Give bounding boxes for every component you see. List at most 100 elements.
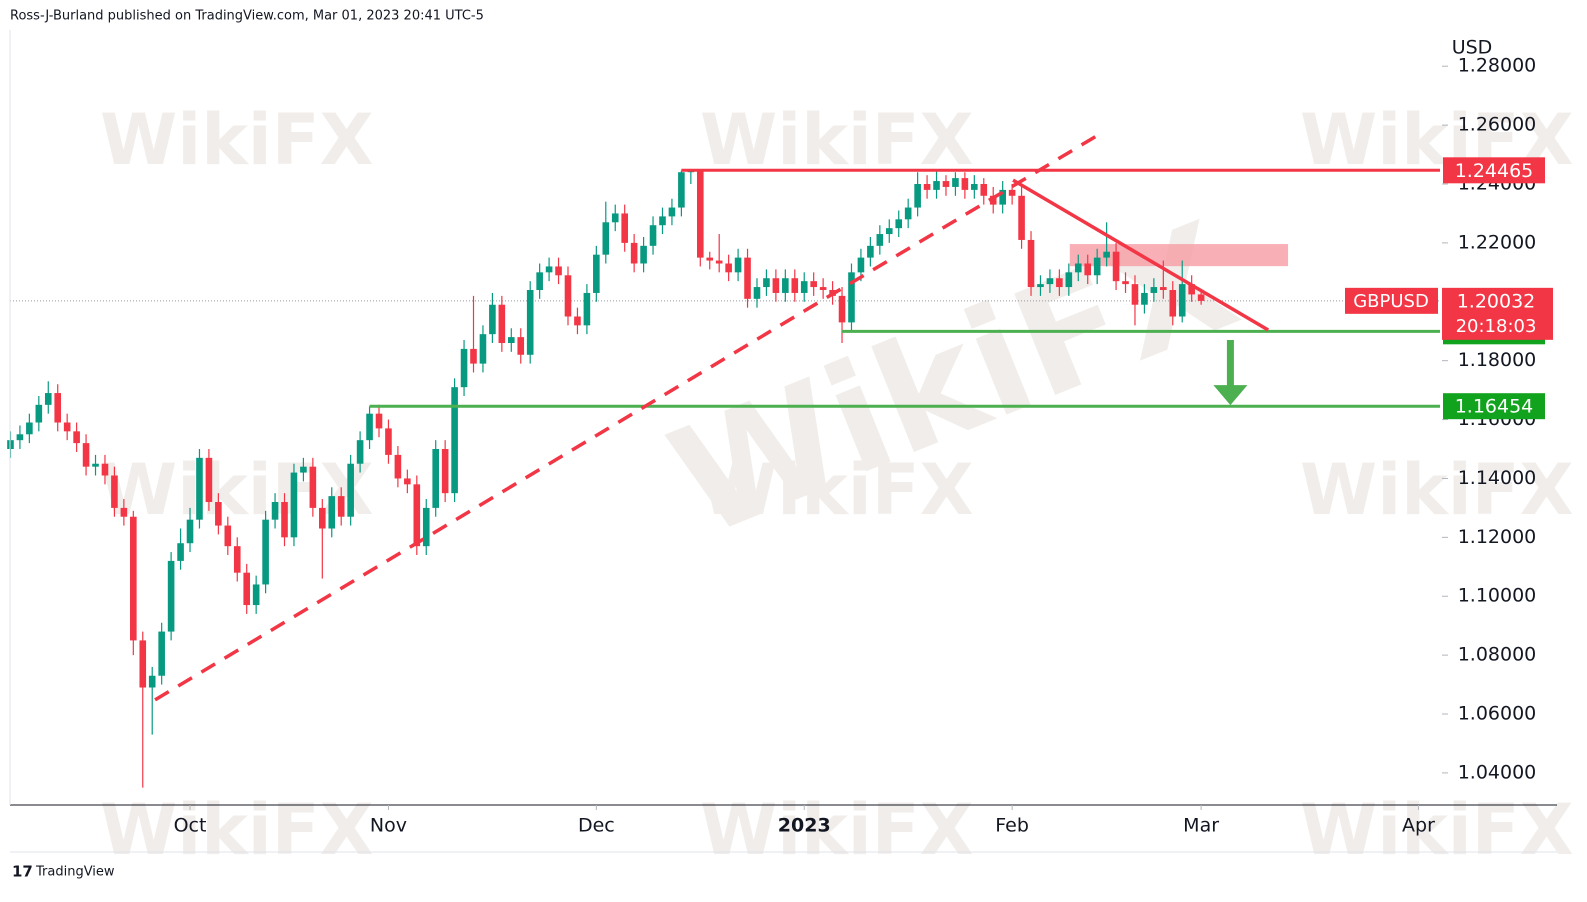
candle-body [385, 428, 392, 455]
candle-body [252, 584, 260, 606]
x-tick-label: Mar [1183, 815, 1219, 837]
candle-body [233, 546, 241, 573]
candle-body [1197, 294, 1205, 301]
logo-mark: 17 [12, 863, 33, 881]
candle-body [1027, 239, 1035, 288]
y-tick-label: 1.18000 [1458, 349, 1537, 371]
candle-body [876, 234, 884, 246]
candle-body [337, 496, 345, 517]
candle-body [971, 183, 978, 190]
candle-body [857, 257, 865, 273]
candle-body [281, 502, 288, 538]
candle-body [271, 502, 279, 520]
candle-body [1037, 284, 1044, 288]
candle-body [460, 348, 468, 388]
publisher-header: Ross-J-Burland published on TradingView.… [10, 9, 484, 24]
candle-body [92, 463, 99, 467]
candle-body [583, 292, 591, 326]
candle-body [1122, 281, 1129, 285]
candle-body [772, 278, 780, 293]
candle-body [1093, 257, 1101, 276]
candle-body [413, 484, 421, 547]
y-tick-label: 1.28000 [1458, 55, 1537, 77]
candle-body [545, 266, 553, 273]
level-label-box [1443, 393, 1545, 420]
candle-body [630, 242, 638, 264]
candle-body [914, 183, 921, 208]
candle-body [942, 181, 950, 187]
candle-body [262, 519, 269, 585]
candle-body [574, 316, 581, 326]
candle-body [375, 413, 383, 429]
candle-body [838, 295, 846, 323]
candle-body [593, 254, 600, 293]
candle-body [989, 195, 997, 205]
candle-body [1112, 251, 1120, 282]
candle-body [725, 263, 732, 273]
candle-body [243, 572, 251, 606]
x-tick-label: Feb [995, 815, 1029, 837]
candle-body [148, 675, 156, 688]
candle-body [744, 257, 751, 299]
candle-body [328, 496, 336, 529]
candle-body [167, 560, 175, 632]
x-tick-label: Nov [370, 815, 407, 837]
candle-body [782, 278, 789, 293]
y-tick-label: 1.12000 [1458, 526, 1537, 548]
candle-body [404, 478, 411, 485]
y-tick-label: 1.14000 [1458, 467, 1537, 489]
x-tick-label: Dec [578, 815, 615, 837]
candle-body [564, 275, 572, 317]
candle-body [961, 178, 969, 190]
candle-body [1056, 278, 1063, 288]
candle-body [715, 260, 723, 264]
candle-body [16, 434, 24, 441]
candle-body [356, 440, 364, 464]
watermarks: WikiFX WikiFX WikiFX WikiFX WikiFX WikiF… [100, 99, 1574, 871]
candle-body [300, 466, 307, 473]
candle-body [224, 525, 232, 547]
candle-body [734, 257, 742, 273]
candle-body [130, 516, 137, 641]
watermark: WikiFX [100, 449, 374, 531]
candle-body [347, 463, 354, 517]
trendline [1012, 178, 1270, 332]
candle-body [1103, 251, 1110, 258]
candle-body [470, 348, 477, 364]
candle-body [196, 457, 203, 520]
candle-body [186, 519, 194, 544]
watermark: WikiFX [1300, 449, 1574, 531]
candle-body [139, 640, 147, 688]
candle-body [489, 304, 496, 335]
candle-body [1131, 284, 1139, 305]
candle-body [678, 172, 685, 208]
candle-body [885, 228, 893, 235]
candle-body [536, 272, 543, 291]
candle-body [1141, 292, 1148, 305]
candle-body [659, 216, 666, 226]
candle-body [44, 393, 52, 405]
level-label: 1.16454 [1455, 396, 1534, 418]
watermark: WikiFX [100, 99, 374, 181]
watermark: WikiFX [100, 789, 374, 871]
candle-body [895, 219, 903, 229]
candle-body [602, 222, 610, 255]
candle-body [952, 178, 959, 187]
y-tick-label: 1.10000 [1458, 585, 1537, 607]
level-label-box [1443, 157, 1545, 184]
candle-body [640, 245, 647, 264]
arrow-head [1213, 385, 1248, 406]
countdown-label: 20:18:03 [1456, 316, 1537, 337]
symbol-label: GBPUSD [1353, 291, 1429, 312]
y-tick-label: 1.04000 [1458, 761, 1537, 783]
candle-body [507, 337, 515, 344]
candle-body [1160, 287, 1167, 291]
footer-brand: TradingView [35, 865, 115, 880]
candle-body [649, 225, 657, 246]
candle-body [73, 431, 80, 444]
candle-body [319, 507, 326, 529]
candle-body [441, 449, 449, 494]
x-tick-label: Oct [174, 815, 207, 837]
